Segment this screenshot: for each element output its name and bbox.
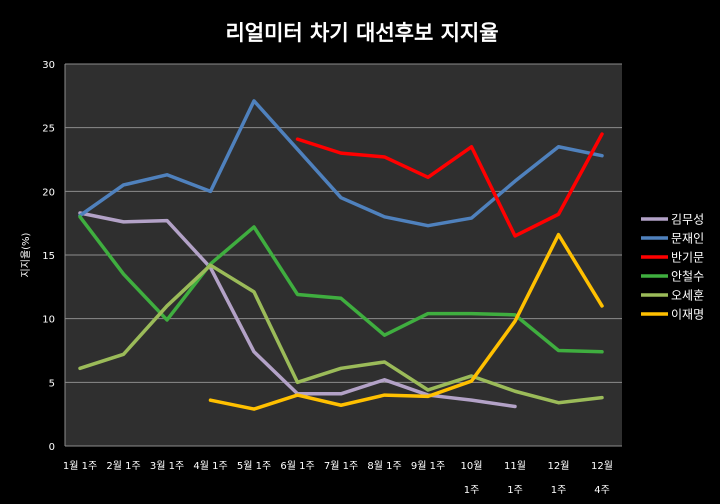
series-line	[208, 232, 604, 411]
legend-label: 이재명	[671, 308, 704, 322]
x-tick-label: 12월 1주	[548, 460, 570, 496]
y-axis-label: 지지율(%)	[20, 232, 32, 277]
x-tick-label: 11월 1주	[504, 460, 526, 496]
series-line	[78, 99, 604, 228]
y-tick-label: 5	[49, 378, 55, 389]
x-axis-ticks: 1월 1주 2월 1주 3월 1주 4월 1주 5월 1주 6월 1주 7월 1주 8월 1주…	[63, 460, 613, 496]
series-lines	[78, 99, 604, 411]
legend-label: 문재인	[671, 232, 704, 246]
x-tick-label: 3월 1주	[150, 460, 184, 472]
y-tick-label: 10	[42, 315, 55, 326]
gridlines	[64, 63, 622, 447]
x-tick-label: 7월 1주	[324, 460, 358, 472]
legend-label: 반기문	[671, 251, 704, 265]
y-tick-label: 30	[42, 60, 55, 71]
x-tick-label: 8월 1주	[367, 460, 401, 472]
x-tick-label: 2월 1주	[106, 460, 140, 472]
x-tick-label: 9월 1주	[411, 460, 445, 472]
y-tick-label: 25	[42, 124, 55, 135]
x-tick-label: 6월 1주	[280, 460, 314, 472]
legend-label: 안철수	[671, 270, 704, 284]
chart-title: 리얼미터 차기 대선후보 지지율	[225, 21, 498, 45]
series-line	[78, 263, 604, 405]
x-tick-label: 12월 4주	[591, 460, 613, 496]
x-tick-label: 1월 1주	[63, 460, 97, 472]
y-tick-label: 15	[42, 251, 55, 262]
x-tick-label: 5월 1주	[237, 460, 271, 472]
series-line	[295, 132, 604, 238]
x-tick-label: 10월 1주	[461, 460, 483, 496]
y-axis-ticks: 0 5 10 15 20 25 30	[42, 60, 55, 453]
y-tick-label: 0	[49, 442, 55, 453]
legend-label: 김무성	[671, 213, 704, 227]
x-tick-label: 4월 1주	[193, 460, 227, 472]
legend-label: 오세훈	[671, 289, 704, 303]
series-line	[78, 215, 604, 354]
y-tick-label: 20	[42, 187, 55, 198]
